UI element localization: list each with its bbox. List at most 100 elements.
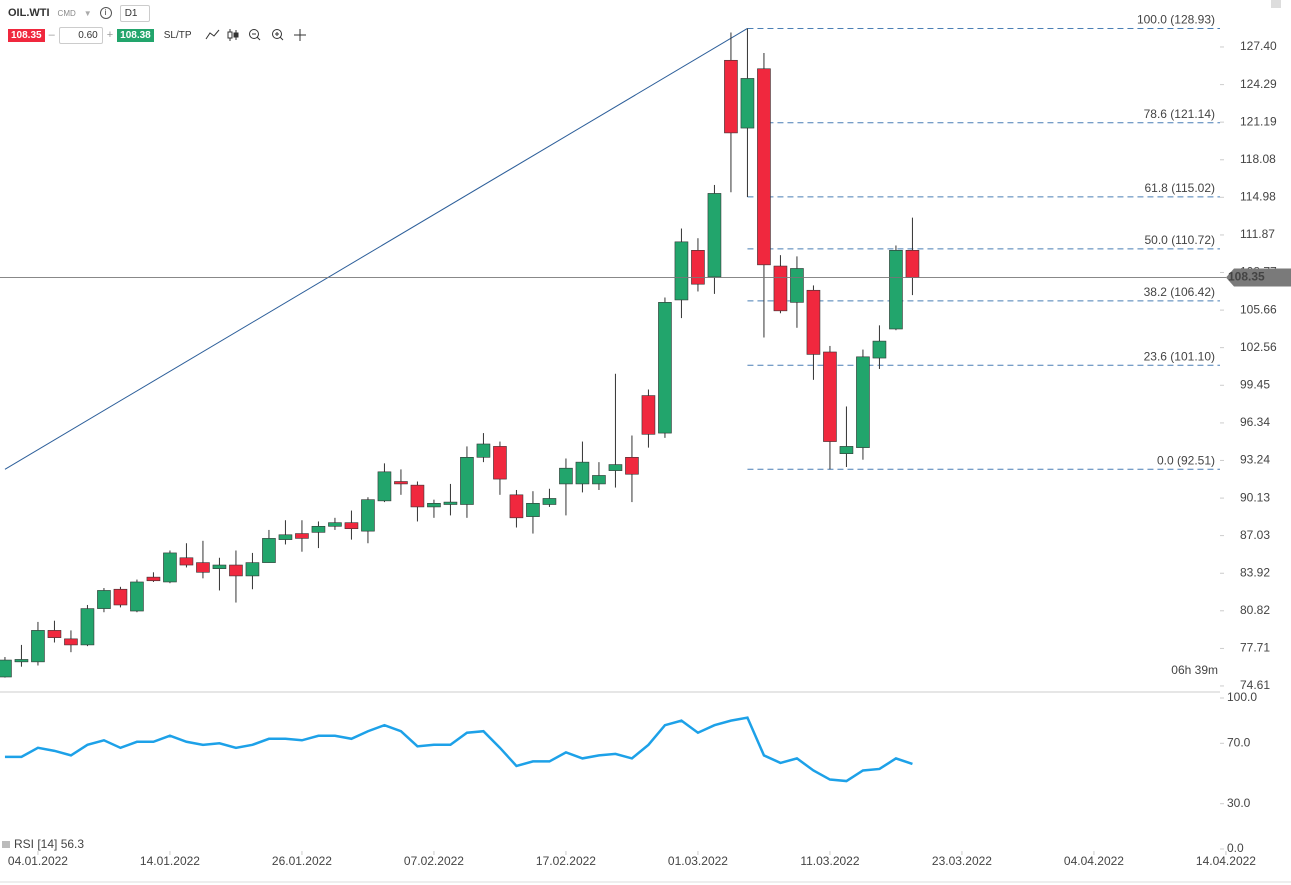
- candle-body: [14, 659, 29, 663]
- dropdown-arrow[interactable]: ▼: [83, 8, 92, 18]
- plus[interactable]: +: [106, 29, 114, 41]
- tool-icons: [205, 29, 306, 41]
- x-tick-label: 07.02.2022: [404, 854, 464, 868]
- candle-body: [0, 659, 12, 678]
- candle-body: [443, 501, 458, 505]
- sltp[interactable]: SL/TP: [163, 29, 192, 41]
- x-tick-label: 01.03.2022: [668, 854, 728, 868]
- x-tick-label: 17.02.2022: [536, 854, 596, 868]
- candle-body: [146, 576, 161, 582]
- fib-trend-line: [4, 28, 748, 470]
- x-tick-label: 23.03.2022: [932, 854, 992, 868]
- candle-body: [724, 59, 738, 134]
- candle-body: [64, 638, 78, 646]
- candle-body: [691, 250, 705, 285]
- move-icon[interactable]: [293, 29, 306, 41]
- candle-body: [509, 494, 524, 519]
- last-price-label: 108.35: [1228, 270, 1265, 284]
- x-tick-label: 11.03.2022: [800, 854, 859, 868]
- candle-body: [872, 340, 887, 359]
- x-tick-label: 04.01.2022: [8, 854, 68, 868]
- fib-label: 100.0 (128.93): [1137, 13, 1215, 27]
- y-tick-label: 70.0: [1227, 735, 1251, 749]
- y-tick-label: 102.56: [1240, 340, 1277, 354]
- rsi-icon: [2, 841, 10, 848]
- candle-body: [460, 456, 474, 505]
- candle-body: [427, 502, 441, 508]
- y-tick-label: 124.29: [1240, 77, 1277, 91]
- x-tick-label: 04.04.2022: [1064, 854, 1124, 868]
- candle-body: [262, 538, 276, 563]
- y-tick-label: 100.0: [1227, 690, 1257, 704]
- candle-body: [311, 525, 326, 533]
- zoom-in-icon[interactable]: [271, 29, 283, 41]
- ask-button[interactable]: 108.38: [117, 28, 154, 42]
- toolbar-row-1: OIL.WTI CMD ▼ i D1: [8, 4, 150, 22]
- candle-icon[interactable]: [227, 29, 239, 41]
- y-tick-label: 121.19: [1240, 114, 1277, 128]
- candle-body: [658, 302, 672, 434]
- candle-body: [823, 351, 837, 442]
- fib-label: 50.0 (110.72): [1145, 233, 1216, 247]
- candle-body: [575, 461, 590, 485]
- candle-body: [592, 475, 606, 485]
- candle-body: [377, 471, 392, 502]
- candle-body: [526, 502, 540, 517]
- candle-body: [196, 562, 210, 573]
- candle-body: [47, 630, 62, 638]
- candle-body: [80, 608, 95, 646]
- fib-label: 38.2 (106.42): [1144, 285, 1215, 299]
- candle-body: [773, 265, 788, 312]
- y-tick-label: 118.08: [1240, 152, 1276, 166]
- candle-body: [806, 289, 821, 355]
- candle-body: [344, 522, 359, 530]
- candle-body: [493, 446, 507, 480]
- x-tick-label: 26.01.2022: [272, 854, 332, 868]
- candle-body: [295, 533, 309, 539]
- y-tick-label: 105.66: [1240, 302, 1277, 316]
- bid-button[interactable]: 108.35: [8, 28, 45, 42]
- symbol[interactable]: OIL.WTI: [8, 7, 50, 19]
- x-tick-label: 14.01.2022: [140, 854, 200, 868]
- candle-body: [542, 498, 557, 505]
- last-price-tag: [1226, 268, 1291, 287]
- y-tick-label: 99.45: [1240, 377, 1270, 391]
- candle-body: [559, 467, 573, 485]
- candle-body: [179, 557, 194, 566]
- rsi-label: RSI [14] 56.3: [14, 837, 84, 851]
- interval[interactable]: D1: [119, 4, 150, 22]
- y-tick-label: 96.34: [1240, 415, 1270, 429]
- y-tick-label: 90.13: [1240, 490, 1270, 504]
- info-icon[interactable]: i: [99, 7, 112, 19]
- volume[interactable]: 0.60: [58, 26, 103, 44]
- line-icon[interactable]: [205, 29, 219, 40]
- fib-label: 23.6 (101.10): [1144, 349, 1215, 363]
- candle-body: [790, 268, 804, 303]
- candle-body: [163, 552, 177, 583]
- scroll-handle[interactable]: [1271, 0, 1281, 8]
- zoom-out-icon[interactable]: [248, 29, 260, 41]
- fib-label: 0.0 (92.51): [1157, 453, 1215, 467]
- candle-body: [361, 499, 375, 532]
- candle-body: [245, 562, 260, 577]
- candle-body: [410, 484, 425, 508]
- x-tick-label: 14.04.2022: [1196, 854, 1256, 868]
- y-tick-label: 77.71: [1240, 641, 1270, 655]
- candle-body: [839, 446, 854, 454]
- candle-body: [641, 395, 656, 435]
- fib-label: 78.6 (121.14): [1144, 107, 1215, 121]
- candle-body: [674, 241, 689, 301]
- candle-body: [625, 456, 639, 475]
- candle-body: [856, 356, 870, 448]
- candle-body: [212, 564, 227, 569]
- y-tick-label: 111.87: [1240, 227, 1275, 241]
- minus[interactable]: –: [48, 29, 55, 41]
- candle-body: [740, 78, 755, 129]
- countdown: 06h 39m: [1171, 663, 1218, 677]
- candle-body: [757, 68, 771, 266]
- y-tick-label: 87.03: [1240, 528, 1270, 542]
- candle-body: [31, 630, 45, 663]
